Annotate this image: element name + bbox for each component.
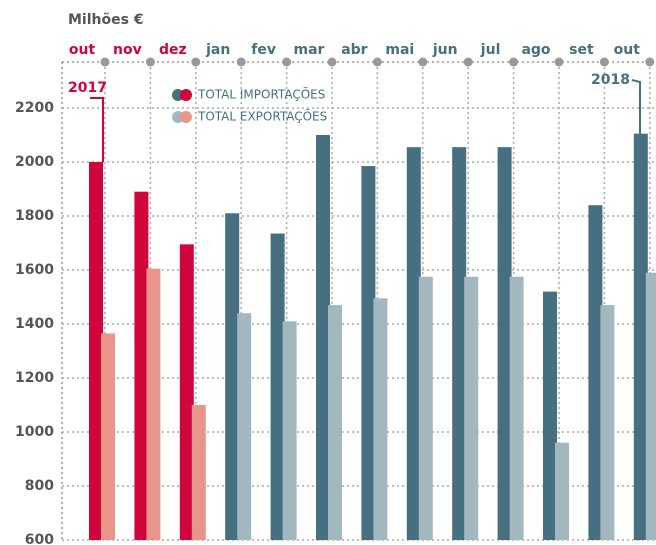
bar — [633, 133, 648, 540]
x-tick-label: jan — [205, 42, 230, 58]
x-tick-label: set — [569, 42, 594, 58]
month-dot — [191, 57, 201, 67]
month-dot — [599, 57, 609, 67]
annotation-connector — [90, 97, 104, 162]
legend-label: TOTAL IMPORTAÇÕES — [197, 87, 325, 102]
y-tick-label: 1400 — [15, 316, 54, 332]
bar — [555, 442, 569, 540]
annotation: 2017 — [68, 80, 107, 96]
legend-label: TOTAL EXPORTAÇÕES — [197, 109, 327, 124]
y-axis-label: Milhões € — [68, 12, 144, 28]
x-tick-label: jul — [480, 42, 501, 58]
y-tick-label: 800 — [25, 478, 54, 494]
y-tick-label: 2200 — [15, 100, 54, 116]
bar — [452, 147, 467, 540]
annotation-connector — [631, 79, 641, 135]
legend-swatch — [180, 89, 192, 101]
bar — [270, 233, 285, 541]
month-dot — [236, 57, 246, 67]
x-tick-label: mai — [385, 42, 414, 58]
x-tick-label: ago — [521, 42, 550, 58]
month-dot — [372, 57, 382, 67]
bar — [361, 166, 376, 541]
bar — [282, 321, 297, 540]
x-tick-label: abr — [341, 42, 367, 58]
bar — [89, 162, 103, 540]
bar — [134, 191, 149, 540]
bar — [406, 147, 421, 540]
bar — [237, 313, 252, 540]
bar — [464, 276, 479, 540]
x-tick-label: jun — [432, 42, 458, 58]
y-tick-label: 1000 — [15, 424, 54, 440]
legend-swatch — [180, 111, 192, 123]
annotation: 2018 — [591, 72, 630, 88]
bar — [543, 291, 557, 540]
bar — [225, 213, 240, 541]
x-tick-label: mar — [294, 42, 325, 58]
x-tick-label: nov — [113, 42, 142, 58]
bar — [191, 405, 206, 540]
month-dot — [418, 57, 428, 67]
x-tick-label: out — [69, 42, 96, 58]
bar — [179, 244, 194, 540]
x-tick-label: out — [614, 42, 641, 58]
y-tick-label: 1200 — [15, 370, 54, 386]
month-dot — [282, 57, 292, 67]
month-dot — [145, 57, 155, 67]
bar — [328, 305, 342, 540]
bar — [146, 268, 161, 540]
bar — [509, 276, 524, 540]
x-tick-label: fev — [251, 42, 276, 58]
bar — [645, 272, 656, 540]
month-dot — [645, 57, 655, 67]
bar — [418, 276, 433, 540]
month-dot — [463, 57, 473, 67]
y-tick-label: 1600 — [15, 262, 54, 278]
y-tick-label: 2000 — [15, 154, 54, 170]
x-tick-label: dez — [159, 42, 187, 58]
month-dot — [509, 57, 519, 67]
y-tick-label: 1800 — [15, 208, 54, 224]
bar — [373, 298, 388, 540]
bar — [588, 205, 603, 540]
bar — [600, 305, 615, 540]
bar — [316, 135, 330, 540]
y-tick-label: 600 — [25, 532, 54, 545]
bar — [101, 333, 115, 540]
bar — [497, 147, 512, 540]
month-dot — [327, 57, 337, 67]
month-dot — [554, 57, 564, 67]
month-dot — [100, 57, 110, 67]
